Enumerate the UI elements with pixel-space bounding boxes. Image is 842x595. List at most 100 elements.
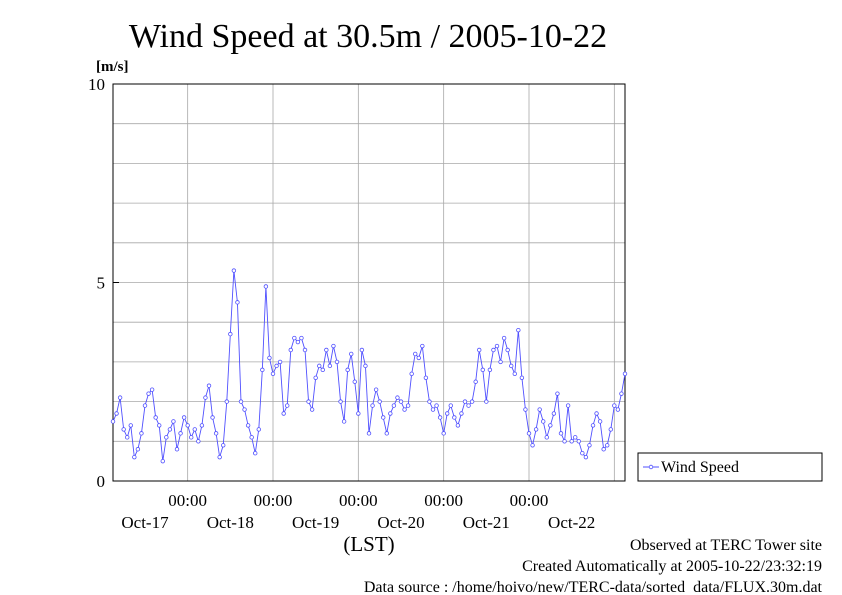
data-point: [580, 451, 585, 456]
data-point: [213, 431, 219, 436]
data-point: [509, 363, 514, 369]
data-point: [537, 407, 542, 412]
data-point: [249, 435, 254, 440]
data-point: [445, 411, 450, 416]
data-point: [391, 403, 397, 408]
x-axis-ticks: 00:00 00:00 00:00 00:00 00:00 Oct-17 Oct-18 Oct…: [121, 491, 595, 532]
y-tick-label: 0: [97, 472, 106, 491]
data-point: [121, 427, 126, 432]
data-point: [519, 375, 525, 380]
data-point: [157, 423, 162, 428]
data-point: [455, 423, 461, 428]
data-point: [448, 403, 453, 408]
data-point: [295, 339, 301, 345]
data-point: [434, 403, 439, 408]
data-point: [341, 419, 347, 424]
data-point: [317, 363, 322, 369]
data-point: [309, 407, 315, 412]
x-tick-time-label: 00:00: [510, 491, 549, 510]
data-point: [235, 300, 240, 305]
data-point: [114, 411, 119, 416]
data-point: [416, 355, 421, 361]
data-point: [263, 284, 269, 289]
data-point: [352, 379, 357, 384]
data-point: [153, 415, 158, 420]
data-point: [231, 268, 237, 273]
data-point: [530, 443, 535, 448]
data-point: [381, 415, 386, 420]
x-tick-date-label: Oct-20: [377, 513, 424, 532]
data-point: [516, 327, 521, 333]
data-point: [526, 431, 532, 436]
data-point: [206, 383, 212, 388]
data-point: [171, 419, 176, 424]
data-point: [605, 443, 610, 448]
data-point: [409, 371, 414, 377]
data-point: [395, 395, 400, 400]
chart-title: Wind Speed at 30.5m / 2005-10-22: [129, 18, 607, 55]
data-point: [576, 439, 581, 444]
data-point: [388, 411, 393, 416]
legend-label: Wind Speed: [661, 459, 739, 476]
data-point: [174, 447, 180, 452]
data-point: [512, 371, 517, 377]
data-point: [551, 411, 557, 416]
data-point: [149, 387, 155, 392]
data-point: [238, 399, 244, 404]
data-point: [189, 435, 194, 440]
legend: Wind Speed: [637, 452, 823, 482]
data-point: [565, 403, 571, 408]
data-point: [555, 391, 560, 396]
data-point: [253, 451, 258, 456]
data-point: [498, 359, 503, 365]
x-tick-time-label: 00:00: [424, 491, 463, 510]
data-point: [146, 391, 151, 396]
data-point: [327, 363, 333, 369]
data-point: [441, 431, 446, 436]
data-point: [192, 427, 197, 432]
data-point: [405, 403, 411, 408]
data-point: [224, 399, 229, 404]
data-point: [274, 363, 279, 369]
y-tick-label: 5: [97, 274, 106, 293]
data-point: [221, 443, 226, 448]
data-point: [480, 367, 485, 373]
data-point: [285, 403, 290, 408]
data-point: [423, 375, 429, 380]
data-point: [619, 391, 624, 396]
data-point: [260, 367, 265, 373]
data-point: [615, 407, 621, 412]
x-tick-date-label: Oct-22: [548, 513, 595, 532]
data-point: [185, 423, 190, 428]
data-point: [366, 431, 372, 436]
x-tick-date-label: Oct-17: [121, 513, 169, 532]
footer-source: Data source : /home/hoivo/new/TERC-data/…: [364, 579, 823, 595]
data-point: [359, 347, 365, 353]
data-point: [484, 399, 489, 404]
data-point: [612, 403, 617, 408]
data-point: [413, 351, 418, 357]
data-point: [217, 454, 222, 460]
data-point: [398, 399, 404, 404]
data-point: [491, 347, 496, 353]
data-point: [466, 403, 471, 408]
data-point: [608, 427, 613, 432]
data-point: [277, 359, 283, 365]
data-point: [356, 411, 361, 416]
data-point: [569, 439, 574, 444]
data-point: [590, 423, 596, 428]
data-point: [128, 423, 133, 428]
data-point: [420, 343, 425, 349]
data-point: [334, 359, 340, 365]
data-point: [270, 371, 276, 377]
data-point: [462, 399, 468, 404]
data-point: [541, 419, 546, 424]
data-point: [160, 458, 165, 464]
data-point: [203, 395, 208, 400]
data-point: [452, 415, 457, 420]
data-point: [558, 431, 564, 436]
data-point: [299, 335, 304, 341]
data-point: [345, 367, 350, 373]
data-point: [597, 419, 603, 424]
data-point: [622, 371, 628, 377]
